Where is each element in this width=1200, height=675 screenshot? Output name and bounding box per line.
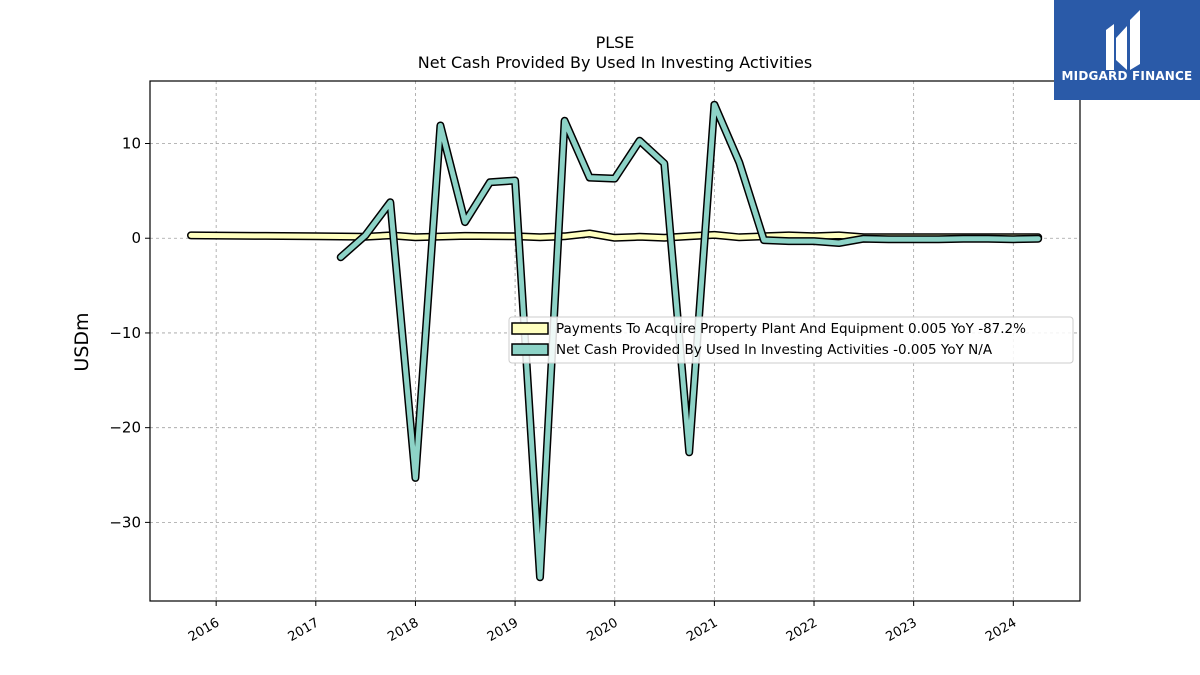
x-tick-label: 2022: [784, 615, 820, 645]
y-tick-label: 0: [131, 229, 141, 247]
y-tick-label: −10: [109, 324, 141, 342]
y-tick-label: 10: [122, 135, 141, 153]
midgard-m-logo-icon: [1106, 10, 1140, 70]
x-tick-label: 2018: [385, 615, 421, 645]
x-tick-label: 2020: [585, 615, 621, 645]
plot-area: [187, 100, 1043, 582]
chart-subtitle: Net Cash Provided By Used In Investing A…: [418, 53, 812, 72]
brand-name: MIDGARD FINANCE: [1061, 69, 1193, 83]
axis-ticks: 2016 2017 2018 2019 2020 2021 2022 2023 2024 10 0 −…: [109, 135, 1019, 645]
brand-logo: MIDGARD FINANCE: [1054, 0, 1200, 100]
legend-entry-investing: Net Cash Provided By Used In Investing A…: [556, 342, 993, 358]
y-axis-label: USDm: [71, 312, 93, 371]
x-tick-label: 2016: [186, 615, 222, 645]
x-tick-label: 2017: [286, 615, 322, 645]
y-tick-label: −30: [109, 513, 141, 531]
legend-swatch-investing: [511, 343, 549, 356]
x-tick-label: 2024: [983, 615, 1019, 645]
x-tick-label: 2023: [884, 615, 920, 645]
legend: Payments To Acquire Property Plant And E…: [508, 316, 1074, 364]
x-tick-label: 2021: [684, 615, 720, 645]
series-line-investing: [338, 102, 1041, 580]
x-tick-label: 2019: [485, 615, 521, 645]
y-tick-label: −20: [109, 419, 141, 437]
chart-title: PLSE: [596, 33, 635, 52]
legend-entry-ppe: Payments To Acquire Property Plant And E…: [556, 321, 1026, 337]
legend-box: [508, 316, 1074, 364]
legend-swatch-ppe: [511, 322, 549, 335]
